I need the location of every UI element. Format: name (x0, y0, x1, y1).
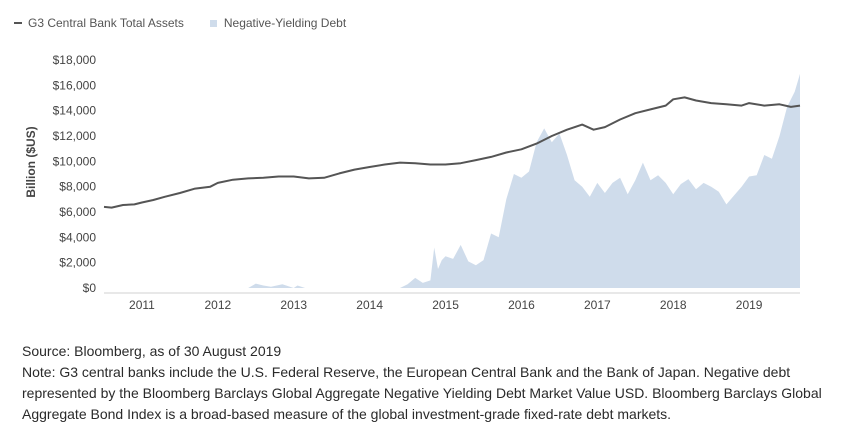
legend: G3 Central Bank Total Assets Negative-Yi… (14, 16, 372, 30)
y-tick-label: $6,000 (59, 205, 96, 219)
y-tick-label: $10,000 (53, 154, 97, 168)
y-tick-label: $2,000 (59, 256, 96, 270)
y-tick-label: $4,000 (59, 230, 96, 244)
source-text: Source: Bloomberg, as of 30 August 2019 (22, 343, 282, 359)
y-tick-label: $12,000 (53, 129, 97, 143)
x-tick-label: 2012 (204, 298, 231, 312)
x-tick-label: 2015 (432, 298, 459, 312)
note-text: Note: G3 central banks include the U.S. … (22, 364, 822, 422)
legend-area-label: Negative-Yielding Debt (223, 16, 347, 30)
legend-line-label: G3 Central Bank Total Assets (28, 16, 184, 30)
y-tick-label: $14,000 (53, 104, 97, 118)
y-axis-ticks: $0 $2,000 $4,000 $6,000 $8,000 $10,000 $12,000… (53, 53, 97, 295)
y-tick-label: $18,000 (53, 53, 97, 67)
y-axis-label: Billion ($US) (24, 126, 38, 197)
chart: $0 $2,000 $4,000 $6,000 $8,000 $10,000 $12,000… (24, 53, 801, 312)
x-tick-label: 2014 (356, 298, 383, 312)
y-tick-label: $8,000 (59, 180, 96, 194)
series-area-negative-yielding-debt (104, 73, 800, 289)
legend-item-area: Negative-Yielding Debt (209, 16, 347, 30)
x-tick-label: 2011 (129, 298, 155, 312)
plot-area (103, 73, 801, 289)
x-tick-label: 2017 (584, 298, 611, 312)
y-tick-label: $16,000 (53, 78, 97, 92)
legend-item-line: G3 Central Bank Total Assets (14, 16, 184, 30)
y-tick-label: $0 (83, 281, 97, 295)
x-tick-label: 2016 (508, 298, 535, 312)
series-line-g3-central-bank-assets (103, 96, 801, 209)
x-tick-label: 2019 (736, 298, 763, 312)
line-swatch-icon (14, 22, 22, 24)
chart-notes: Source: Bloomberg, as of 30 August 2019 … (22, 341, 857, 425)
x-axis-ticks: 2011 2012 2013 2014 2015 2016 2017 2018 2019 (104, 292, 800, 312)
area-swatch-icon (209, 19, 217, 27)
x-tick-label: 2013 (280, 298, 307, 312)
x-tick-label: 2018 (660, 298, 687, 312)
